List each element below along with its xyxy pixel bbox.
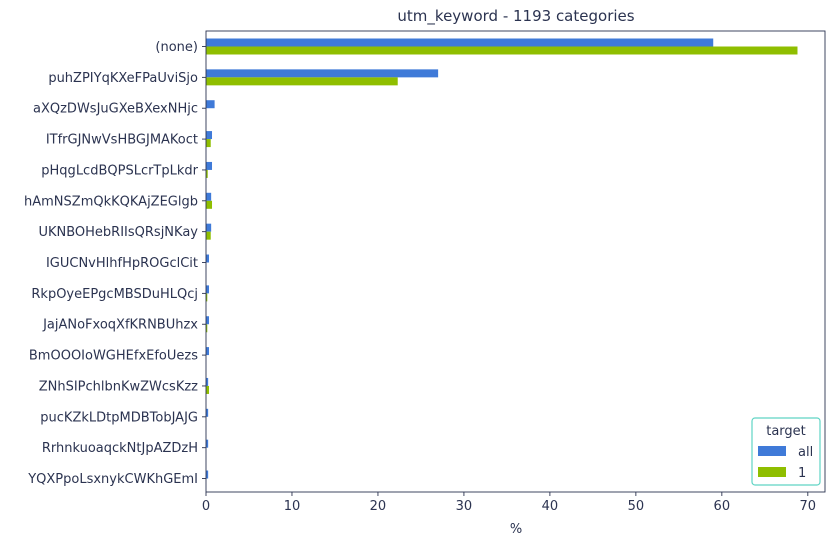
y-tick-label: ITfrGJNwVsHBGJMAKoct: [46, 133, 198, 148]
legend-title: target: [766, 424, 806, 439]
x-tick-label: 20: [370, 499, 387, 514]
bar-all: [206, 408, 209, 417]
chart-title: utm_keyword - 1193 categories: [397, 7, 634, 26]
bar-all: [206, 161, 213, 170]
bars-layer: [206, 38, 798, 479]
bar-all: [206, 316, 210, 325]
y-tick-label: UKNBOHebRIIsQRsjNKay: [38, 225, 198, 240]
bar-all: [206, 69, 439, 78]
bar-target-1: [206, 200, 213, 209]
y-tick-label: puhZPIYqKXeFPaUviSjo: [48, 71, 198, 86]
y-tick-label: IGUCNvHlhfHpROGclCit: [46, 256, 198, 271]
legend: target all 1: [751, 417, 821, 486]
bar-all: [206, 38, 714, 47]
bar-target-1: [206, 46, 798, 55]
x-axis-ticks: 0 10 20 30 40 50 60 70: [202, 492, 816, 514]
bar-all: [206, 254, 210, 263]
bar-all: [206, 131, 213, 140]
bar-all: [206, 347, 210, 356]
x-axis-label: %: [510, 522, 522, 537]
y-tick-label: hAmNSZmQkKQKAjZEGlgb: [24, 194, 198, 209]
x-tick-label: 0: [202, 499, 210, 514]
y-tick-label: (none): [155, 40, 198, 55]
legend-swatch-all: [758, 446, 786, 456]
x-tick-label: 10: [284, 499, 301, 514]
y-tick-label: JajANoFxoqXfKRNBUhzx: [42, 318, 198, 333]
bar-target-1: [206, 293, 208, 302]
x-tick-label: 30: [456, 499, 473, 514]
bar-all: [206, 470, 209, 479]
y-tick-label: YQXPpoLsxnykCWKhGEmI: [27, 472, 198, 487]
legend-label-all: all: [798, 445, 813, 460]
legend-swatch-1: [758, 467, 786, 477]
y-tick-label: pucKZkLDtpMDBTobJAJG: [40, 410, 198, 425]
bar-target-1: [206, 324, 208, 333]
bar-target-1: [206, 139, 211, 148]
x-tick-label: 50: [628, 499, 645, 514]
bar-target-1: [206, 169, 208, 178]
bar-all: [206, 223, 212, 232]
bar-all: [206, 439, 209, 448]
bar-target-1: [206, 385, 210, 394]
x-tick-label: 70: [800, 499, 817, 514]
legend-label-1: 1: [798, 466, 806, 481]
y-tick-label: RkpOyeEPgcMBSDuHLQcj: [31, 287, 198, 302]
bar-target-1: [206, 77, 398, 86]
y-axis-ticks: (none) puhZPIYqKXeFPaUviSjo aXQzDWsJuGXeBX…: [24, 40, 206, 487]
y-tick-label: BmOOOIoWGHEfxEfoUezs: [29, 349, 198, 364]
y-tick-label: ZNhSIPchlbnKwZWcsKzz: [39, 379, 198, 394]
y-tick-label: RrhnkuoaqckNtJpAZDzH: [42, 441, 198, 456]
x-tick-label: 60: [714, 499, 731, 514]
bar-all: [206, 377, 209, 386]
y-tick-label: aXQzDWsJuGXeBXexNHjc: [33, 102, 198, 117]
y-tick-label: pHqgLcdBQPSLcrTpLkdr: [41, 163, 198, 178]
bar-all: [206, 192, 212, 201]
plot-frame: [205, 30, 826, 493]
bar-all: [206, 285, 210, 294]
bar-target-1: [206, 231, 211, 240]
x-tick-label: 40: [542, 499, 559, 514]
bar-all: [206, 100, 215, 109]
